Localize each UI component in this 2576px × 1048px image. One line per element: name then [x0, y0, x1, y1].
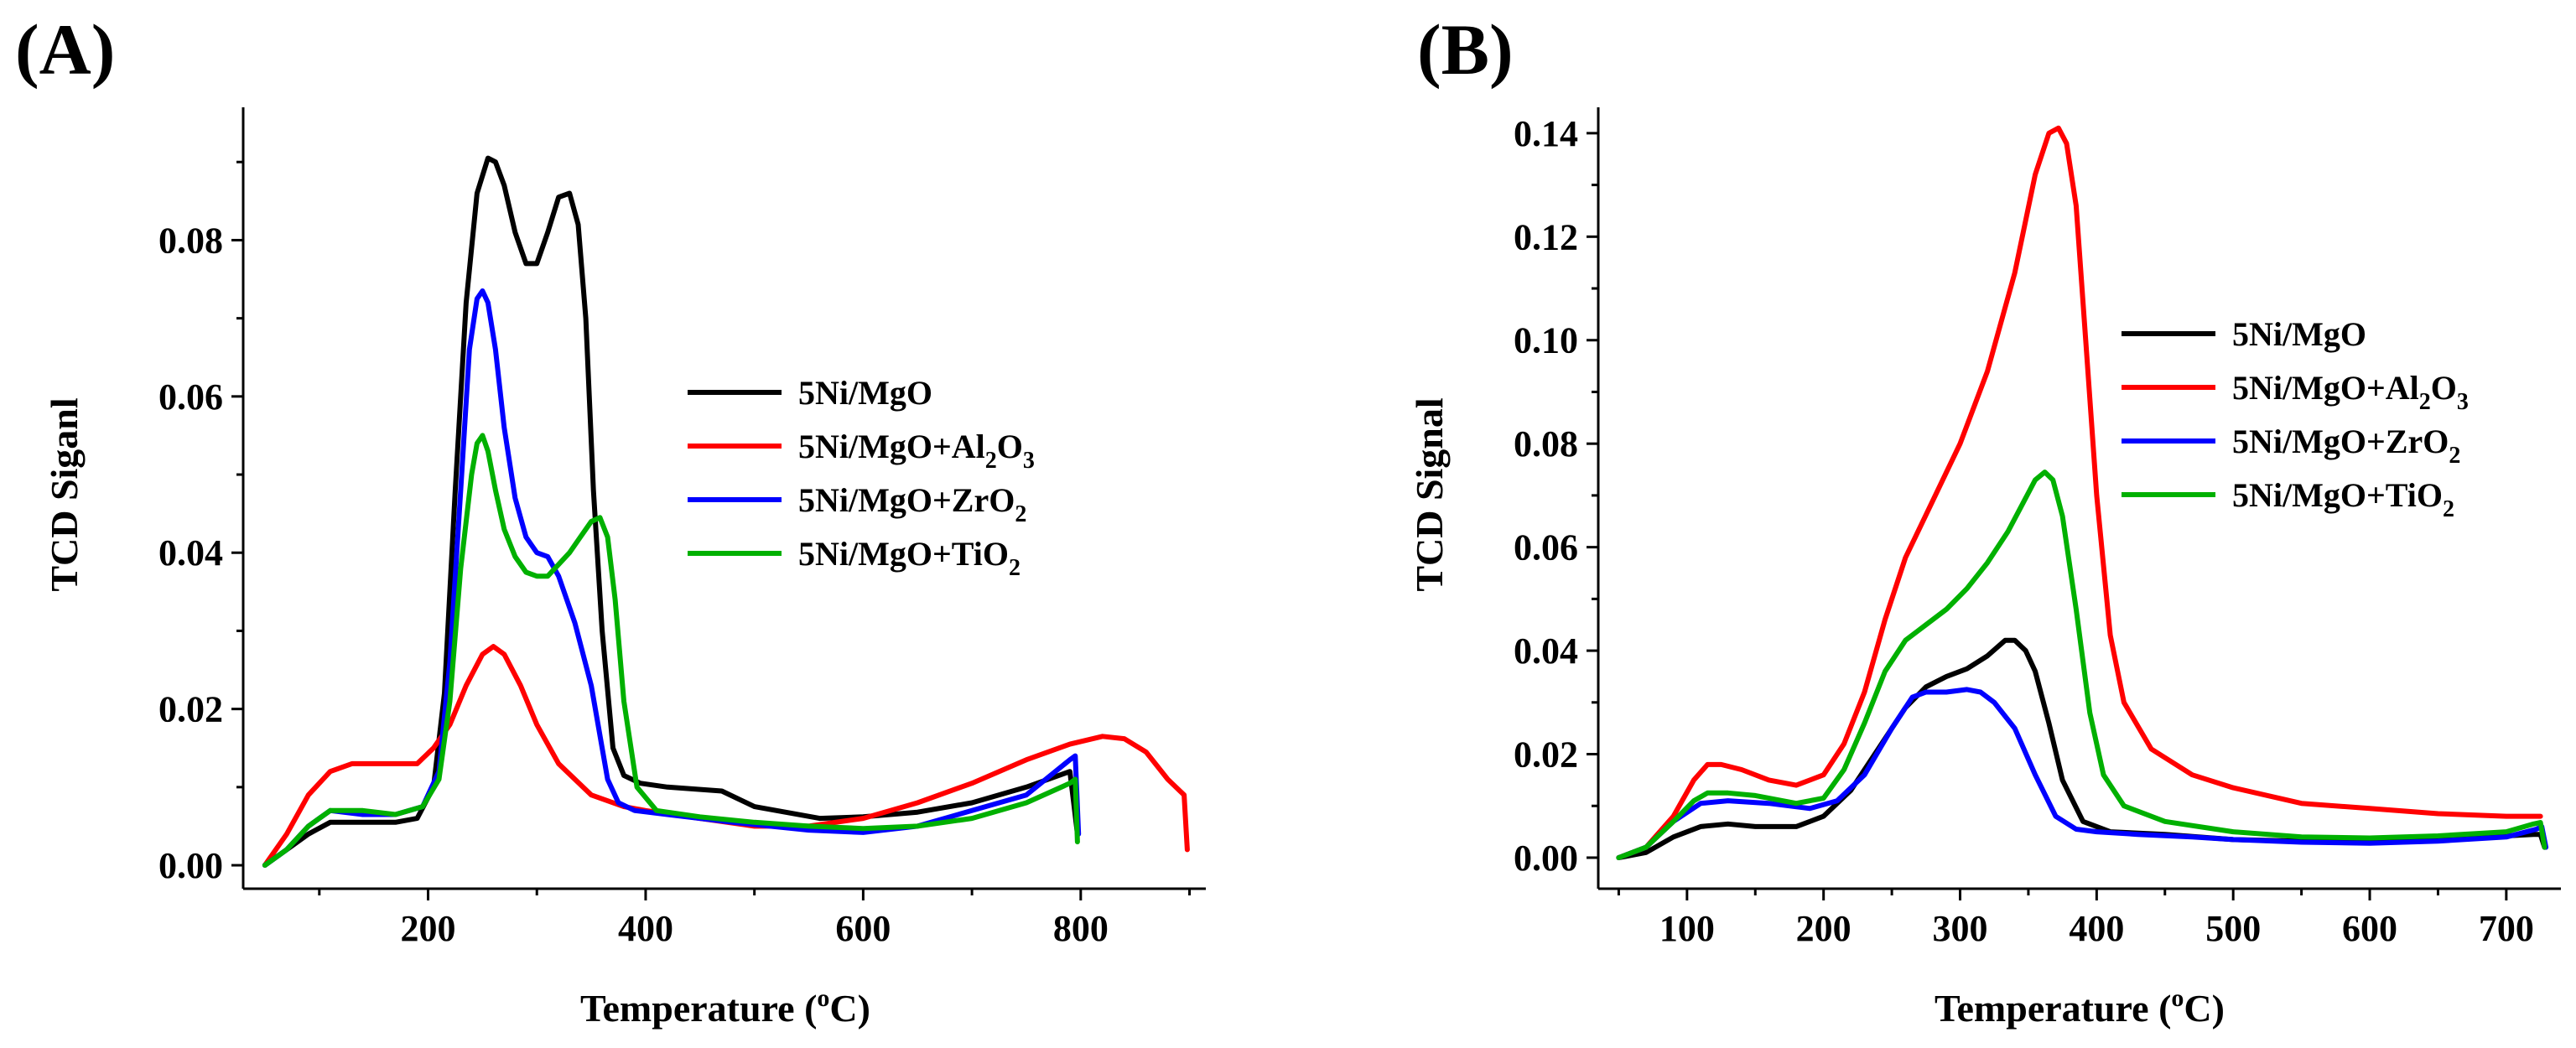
series-line-a-3	[262, 433, 1080, 868]
x-tick-label-a: 800	[1053, 908, 1109, 949]
x-tick-label-a: 400	[618, 908, 673, 949]
y-axis-label-a: TCD Siganl	[43, 397, 86, 591]
y-ticks-b: 0.00 0.02 0.04 0.06 0.08 0.10 0.12 0.14	[1514, 113, 1598, 879]
y-axis-label-b: TCD Signal	[1408, 397, 1451, 591]
y-tick-label-b: 0.12	[1514, 216, 1578, 257]
x-axis-label-a: Temperature (oC)	[580, 984, 870, 1030]
legend-label-a-3: 5Ni/MgO+TiO2	[798, 535, 1021, 581]
x-tick-label-b: 400	[2069, 908, 2124, 949]
x-tick-label-b: 100	[1659, 908, 1715, 949]
y-tick-label-a: 0.06	[158, 376, 223, 418]
y-ticks-a: 0.00 0.02 0.04 0.06 0.08	[158, 160, 243, 886]
legend-label-a-0: 5Ni/MgO	[798, 374, 932, 412]
x-ticks-a: 200 400 600 800	[318, 889, 1192, 949]
y-tick-label-a: 0.02	[158, 689, 223, 730]
legend-b: 5Ni/MgO 5Ni/MgO+Al2O3 5Ni/MgO+ZrO2 5Ni/MgO+…	[2122, 315, 2469, 522]
legend-label-b-1: 5Ni/MgO+Al2O3	[2232, 369, 2469, 415]
y-tick-label-b: 0.08	[1514, 423, 1578, 464]
legend-label-a-2: 5Ni/MgO+ZrO2	[798, 481, 1026, 527]
y-tick-label-b: 0.04	[1514, 630, 1578, 672]
x-tick-label-b: 500	[2205, 908, 2261, 949]
chart-panel-b: (B) 0.00 0.02 0.04 0.06 0.08 0.10 0.12 0.14 100…	[1408, 9, 2561, 1030]
series-line-a-2	[262, 288, 1082, 868]
x-tick-label-b: 300	[1933, 908, 1988, 949]
series-line-b-1	[1616, 125, 2543, 860]
x-tick-label-a: 600	[835, 908, 891, 949]
series-group-b	[1616, 125, 2549, 860]
legend-a: 5Ni/MgO 5Ni/MgO+Al2O3 5Ni/MgO+ZrO2 5Ni/MgO+…	[688, 374, 1035, 581]
y-tick-label-b: 0.14	[1514, 113, 1578, 154]
y-tick-label-b: 0.02	[1514, 734, 1578, 776]
x-axis-label-b: Temperature (oC)	[1935, 984, 2225, 1030]
legend-label-b-3: 5Ni/MgO+TiO2	[2232, 476, 2454, 522]
legend-label-a-1: 5Ni/MgO+Al2O3	[798, 428, 1035, 474]
x-tick-label-b: 200	[1796, 908, 1852, 949]
x-ticks-b: 100 200 300 400 500 600 700	[1617, 889, 2534, 949]
y-tick-label-a: 0.00	[158, 845, 223, 886]
x-tick-label-b: 700	[2479, 908, 2534, 949]
series-group-a	[262, 155, 1190, 868]
x-tick-label-a: 200	[401, 908, 456, 949]
legend-label-b-2: 5Ni/MgO+ZrO2	[2232, 423, 2460, 469]
y-tick-label-a: 0.08	[158, 220, 223, 261]
series-line-a-0	[262, 155, 1080, 868]
series-line-b-0	[1616, 637, 2547, 860]
y-tick-label-a: 0.04	[158, 532, 223, 573]
panel-label-b: (B)	[1417, 9, 1514, 90]
x-tick-label-b: 600	[2342, 908, 2397, 949]
chart-panel-a: (A) 0.00 0.02 0.04 0.06 0.08 200 400 600 800 TC…	[15, 9, 1206, 1030]
y-tick-label-b: 0.10	[1514, 320, 1578, 361]
y-tick-label-b: 0.06	[1514, 527, 1578, 568]
panel-label-a: (A)	[15, 9, 115, 90]
series-line-b-3	[1616, 470, 2547, 860]
y-tick-label-b: 0.00	[1514, 838, 1578, 879]
legend-label-b-0: 5Ni/MgO	[2232, 315, 2366, 353]
series-line-b-2	[1616, 687, 2549, 860]
series-line-a-1	[262, 644, 1190, 868]
